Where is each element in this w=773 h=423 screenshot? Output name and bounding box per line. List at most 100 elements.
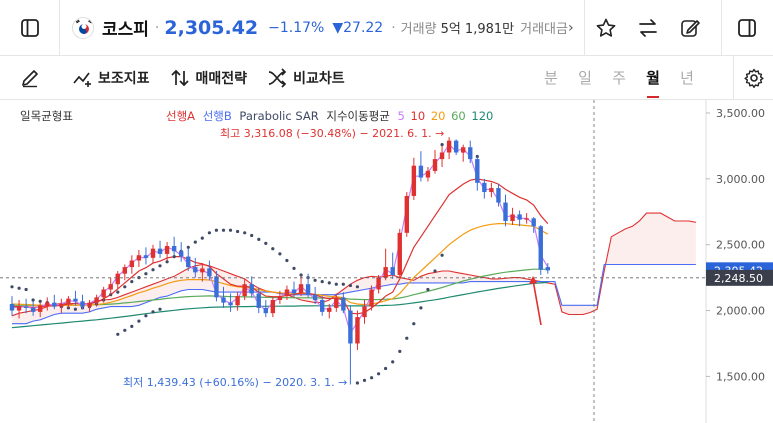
candle-body[interactable] bbox=[439, 152, 445, 160]
candle-body[interactable] bbox=[263, 307, 268, 314]
candle-body[interactable] bbox=[59, 303, 64, 307]
candle-body[interactable] bbox=[108, 284, 113, 290]
candle-body[interactable] bbox=[432, 159, 438, 171]
legend-ichimoku[interactable]: 일목균형표 bbox=[20, 109, 73, 123]
price-chart[interactable]: 최고 3,316.08 (−30.48%) − 2021. 6. 1. → 최저 … bbox=[0, 100, 773, 423]
candle-body[interactable] bbox=[150, 248, 156, 258]
candle-body[interactable] bbox=[482, 182, 487, 193]
candle-body[interactable] bbox=[80, 301, 85, 307]
candle-body[interactable] bbox=[214, 276, 219, 298]
candle-body[interactable] bbox=[235, 296, 240, 306]
candle-body[interactable] bbox=[397, 232, 402, 275]
candle-body[interactable] bbox=[383, 267, 388, 278]
candle-body[interactable] bbox=[453, 140, 459, 153]
tab-month[interactable]: 월 bbox=[636, 56, 670, 100]
candle-body[interactable] bbox=[143, 255, 149, 258]
tab-year[interactable]: 년 bbox=[680, 69, 694, 87]
candle-body[interactable] bbox=[186, 256, 191, 268]
candle-body[interactable] bbox=[341, 297, 346, 311]
tab-minute[interactable]: 분 bbox=[544, 69, 558, 87]
candle-body[interactable] bbox=[129, 260, 135, 268]
candle-body[interactable] bbox=[305, 284, 311, 295]
candle-body[interactable] bbox=[171, 246, 177, 252]
candle-body[interactable] bbox=[362, 306, 367, 318]
candle-body[interactable] bbox=[242, 284, 247, 297]
candle-body[interactable] bbox=[179, 251, 184, 257]
candle-body[interactable] bbox=[207, 268, 212, 277]
chart-settings-button[interactable] bbox=[733, 56, 773, 100]
candle-body[interactable] bbox=[390, 267, 395, 275]
candle-body[interactable] bbox=[524, 218, 529, 220]
candle-body[interactable] bbox=[298, 284, 304, 294]
candle-body[interactable] bbox=[334, 297, 339, 308]
candle-body[interactable] bbox=[538, 226, 543, 270]
legend-psar[interactable]: Parabolic SAR bbox=[239, 109, 319, 123]
edit-button[interactable] bbox=[669, 0, 711, 56]
candle-body[interactable] bbox=[9, 303, 15, 311]
tab-week[interactable]: 주 bbox=[612, 69, 626, 87]
candle-body[interactable] bbox=[94, 297, 99, 303]
candle-body[interactable] bbox=[446, 140, 452, 153]
right-panel-toggle-button[interactable] bbox=[721, 0, 771, 56]
candle-body[interactable] bbox=[348, 310, 353, 344]
candle-body[interactable] bbox=[101, 289, 106, 298]
candle-body[interactable] bbox=[193, 267, 198, 273]
candle-body[interactable] bbox=[531, 218, 536, 227]
indicators-button[interactable]: 보조지표 bbox=[72, 68, 150, 88]
switch-symbol-button[interactable] bbox=[627, 0, 669, 56]
candle-body[interactable] bbox=[249, 284, 254, 294]
candle-body[interactable] bbox=[52, 302, 57, 307]
candle-body[interactable] bbox=[30, 307, 36, 312]
chevron-right-icon[interactable]: › bbox=[568, 20, 574, 36]
psar-dot bbox=[440, 253, 444, 257]
candle-body[interactable] bbox=[270, 300, 276, 314]
drawing-tool-button[interactable] bbox=[0, 68, 60, 88]
candle-body[interactable] bbox=[38, 305, 43, 312]
ticker-summary[interactable]: 코스피 · 2,305.42 −1.17% ▼27.22 · 거래량 5억 1,… bbox=[60, 0, 580, 56]
candle-body[interactable] bbox=[327, 307, 332, 312]
tab-day[interactable]: 일 bbox=[578, 69, 592, 87]
candle-body[interactable] bbox=[411, 165, 417, 196]
compare-button[interactable]: 비교차트 bbox=[267, 67, 345, 88]
candle-body[interactable] bbox=[489, 188, 494, 193]
chart-canvas[interactable]: 최고 3,316.08 (−30.48%) − 2021. 6. 1. → 최저 … bbox=[0, 100, 773, 423]
favorite-button[interactable] bbox=[585, 0, 627, 56]
legend-ema[interactable]: 지수이동평균 bbox=[326, 109, 390, 123]
candle-body[interactable] bbox=[23, 306, 29, 308]
candle-body[interactable] bbox=[73, 298, 78, 302]
candle-body[interactable] bbox=[418, 165, 424, 178]
candle-body[interactable] bbox=[312, 294, 318, 301]
candle-body[interactable] bbox=[164, 246, 170, 254]
candle-body[interactable] bbox=[475, 159, 480, 183]
candle-body[interactable] bbox=[369, 289, 374, 307]
sidebar-toggle-button[interactable] bbox=[0, 0, 60, 56]
candle-body[interactable] bbox=[115, 273, 120, 285]
candle-body[interactable] bbox=[66, 298, 71, 304]
candle-body[interactable] bbox=[256, 293, 261, 308]
candle-body[interactable] bbox=[291, 289, 297, 294]
strategy-button[interactable]: 매매전략 bbox=[170, 68, 247, 88]
candle-body[interactable] bbox=[221, 297, 226, 303]
candle-body[interactable] bbox=[320, 300, 325, 312]
candle-body[interactable] bbox=[545, 267, 550, 271]
candle-body[interactable] bbox=[228, 302, 233, 306]
candle-body[interactable] bbox=[404, 195, 409, 233]
candle-body[interactable] bbox=[496, 188, 501, 203]
candle-body[interactable] bbox=[355, 317, 360, 344]
candle-body[interactable] bbox=[284, 289, 290, 297]
candle-body[interactable] bbox=[200, 268, 205, 273]
candle-body[interactable] bbox=[425, 170, 431, 178]
candle-body[interactable] bbox=[16, 306, 22, 311]
candle-body[interactable] bbox=[87, 302, 92, 307]
candle-body[interactable] bbox=[468, 147, 473, 160]
candle-body[interactable] bbox=[517, 214, 522, 220]
candle-body[interactable] bbox=[510, 214, 515, 221]
candle-body[interactable] bbox=[45, 302, 50, 306]
candle-body[interactable] bbox=[277, 296, 283, 301]
candle-body[interactable] bbox=[461, 147, 466, 153]
candle-body[interactable] bbox=[157, 248, 163, 254]
candle-body[interactable] bbox=[376, 277, 381, 290]
candle-body[interactable] bbox=[122, 267, 127, 274]
candle-body[interactable] bbox=[136, 255, 142, 261]
candle-body[interactable] bbox=[503, 202, 508, 221]
